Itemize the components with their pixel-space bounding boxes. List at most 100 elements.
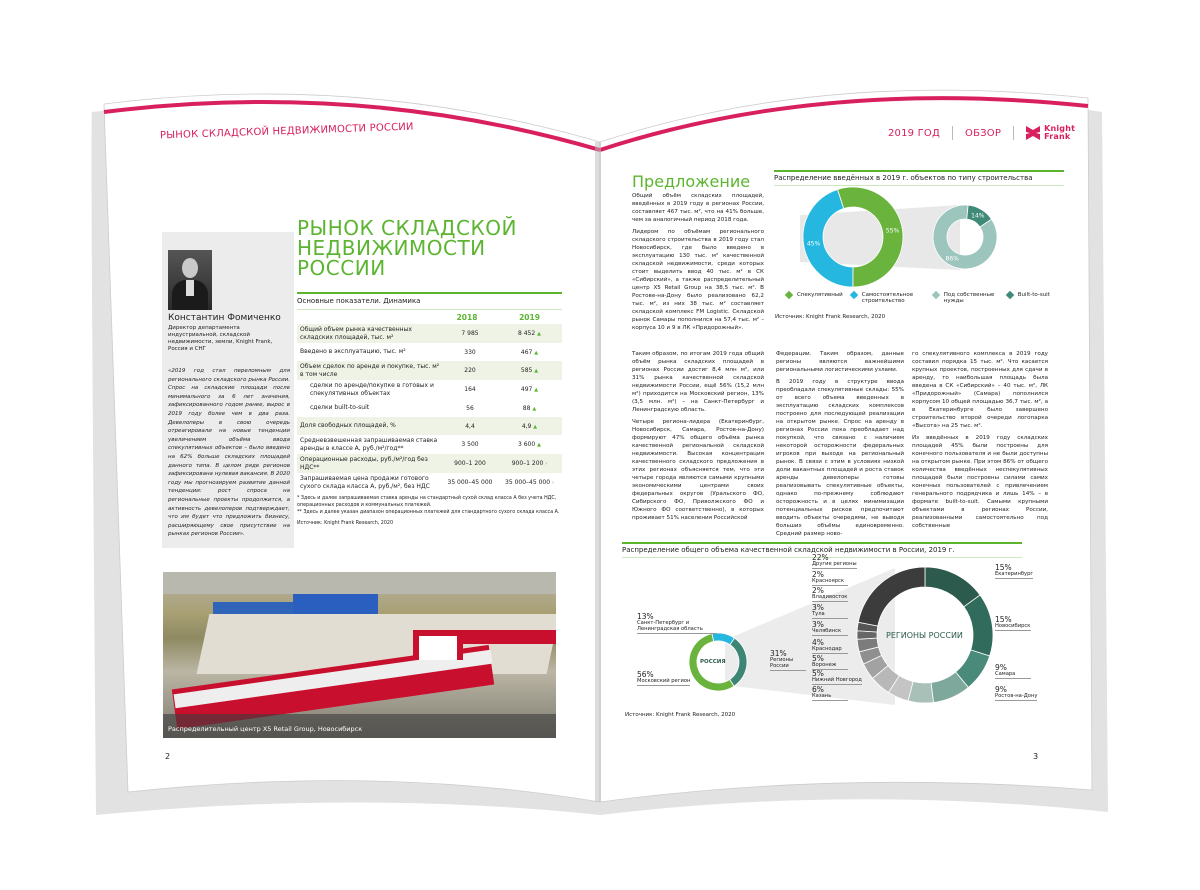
page-number: 2 [165, 752, 171, 761]
trend-icon: ▲ [534, 387, 539, 393]
legend-label: Спекулятивный [797, 292, 843, 298]
own-needs-percent-label: 86% [946, 255, 960, 262]
value-2018: 56 [466, 404, 474, 412]
chart1-legend: Спекулятивный Самостоятельное строительс… [784, 290, 1086, 304]
russia-segment-label: 56% Московский регион [637, 671, 691, 686]
value-2019: 900–1 200 [511, 460, 544, 467]
table-row: Введено в эксплуатацию, тыс. м² 330 467 … [297, 343, 562, 361]
table-row: Операционные расходы, руб./м²/год без НД… [297, 454, 562, 473]
value-2019-cell: 4,9 ▲ [500, 423, 559, 430]
value-2019: 467 [520, 348, 533, 356]
header-year: 2019 ГОД [888, 127, 941, 139]
region-name: Нижний Новгород [812, 677, 862, 683]
value-2019: 88 [522, 404, 531, 412]
region-percent: 5% [812, 669, 824, 678]
legend-item: Под собственные нужды [931, 290, 999, 304]
value-2019: 8 452 [518, 330, 536, 337]
construction-type-percent-label: 55% [886, 228, 900, 235]
row-label: сделки built-to-suit [310, 404, 370, 412]
value-2019-cell: 467 ▲ [500, 349, 559, 356]
table-row: сделки по аренде/покупке в готовых и спе… [297, 380, 562, 399]
row-label: Запрашиваемая цена продажи готового сухо… [300, 475, 430, 490]
trend-icon: ▲ [533, 423, 538, 430]
legend-item: Built-to-suit [1005, 290, 1050, 300]
trend-icon: ▲ [532, 405, 537, 412]
legend-item: Самостоятельное строительство [849, 290, 925, 304]
region-label: 5% Воронеж [812, 654, 848, 670]
knight-frank-logo-icon [1026, 126, 1041, 140]
region-percent: 15% [995, 615, 1012, 624]
paragraph: Федерации. Таким образом, данные регионы… [776, 351, 904, 373]
region-name: Тула [812, 611, 825, 617]
value-2018: 220 [464, 367, 476, 374]
value-2018: 35 000–45 000 [447, 479, 493, 486]
legend-swatch-icon [784, 290, 794, 300]
construction-type-percent-label: 45% [807, 240, 821, 247]
value-2018: 900–1 200 [454, 460, 486, 467]
year-header: 2019 [519, 312, 540, 322]
right-red-band [599, 96, 1089, 152]
legend-swatch-icon [931, 290, 941, 300]
row-label: Операционные расходы, руб./м²/год без НД… [300, 456, 428, 471]
footnote: * Здесь и далее запрашиваемая ставка аре… [297, 496, 557, 508]
region-percent: 5% [812, 654, 824, 663]
region-name: Новосибирск [995, 623, 1031, 629]
region-percent: 2% [812, 570, 824, 579]
table-row: Доля свободных площадей, % 4,4 4,9 ▲ [297, 417, 562, 435]
region-percent: 2% [812, 586, 824, 595]
value-2019: 3 600 [518, 441, 536, 448]
value-2019: 585 [520, 367, 533, 374]
header-section: ОБЗОР [965, 127, 1002, 139]
chart2-source: Источник: Knight Frank Research, 2020 [625, 712, 736, 718]
value-2019-cell: 3 600 ▲ [500, 441, 559, 448]
knight-frank-logo: Knight Frank [1044, 124, 1076, 141]
own-needs-segment [932, 204, 998, 270]
table-row: Средневзвешенная запрашиваемая ставка ар… [297, 435, 562, 454]
legend-swatch-icon [849, 290, 859, 300]
center-label-regions: РЕГИОНЫ РОССИИ [886, 631, 963, 640]
value-2018: 7 985 [461, 330, 479, 337]
page-number: 3 [1033, 752, 1039, 761]
construction-type-segment [802, 188, 854, 288]
table-row: Общий объем рынка качественных складских… [297, 324, 562, 343]
region-name: Другие регионы [812, 561, 857, 567]
region-label: 3% Тула [812, 603, 848, 619]
region-name: Краснодар [812, 646, 842, 652]
trend-icon: › [545, 461, 548, 467]
region-label: 9% Самара [995, 663, 1031, 679]
segment-name: Московский регион [637, 678, 691, 684]
region-label: 2% Красноярск [812, 570, 848, 586]
regions-segment [857, 566, 926, 627]
segment-name: Санкт-Петербург и Ленинградская область [637, 620, 703, 632]
row-label: сделки по аренде/покупке в готовых и спе… [310, 382, 434, 397]
chart1-title: Распределение введённых в 2019 г. объект… [774, 170, 1064, 186]
footnote: ** Здесь и далее указан диапазон операци… [297, 510, 560, 515]
region-percent: 3% [812, 603, 824, 612]
value-2018: 164 [464, 386, 476, 393]
region-label: 6% Казань [812, 686, 848, 701]
value-2019: 4,9 [521, 422, 532, 430]
segment-percent: 31% [770, 649, 787, 658]
row-label: Объем сделок по аренде и покупке, тыс. м… [300, 363, 440, 378]
region-percent: 9% [995, 663, 1007, 672]
funnel-chart1 [800, 205, 960, 270]
value-2018: 330 [464, 348, 476, 356]
legend-label: Built-to-suit [1017, 292, 1050, 298]
region-name: Ростов-на-Дону [995, 693, 1038, 699]
paragraph: го спекулятивного комплекса в 2019 году … [912, 351, 1048, 429]
value-2019-cell: 497 ▲ [500, 386, 559, 393]
row-label: Средневзвешенная запрашиваемая ставка ар… [300, 437, 438, 452]
value-2019-cell: 900–1 200 › [500, 460, 559, 467]
paragraph: В 2019 году в структуре ввода преобладал… [776, 379, 904, 537]
region-label: 3% Челябинск [812, 621, 848, 636]
region-label: 9% Ростов-на-Дону [995, 686, 1038, 701]
center-label-russia: РОССИЯ [700, 659, 726, 665]
legend-label: Самостоятельное строительство [861, 292, 914, 304]
paragraph: Таким образом, по итогам 2019 года общий… [632, 351, 764, 413]
own-needs-segment [966, 204, 993, 228]
regions-segment [963, 594, 994, 657]
page-title: РЫНОК СКЛАДСКОЙ НЕДВИЖИМОСТИ РОССИИ [297, 218, 517, 278]
left-red-band [103, 99, 601, 152]
region-label: 15% Екатеринбург [995, 564, 1034, 579]
text-column-1: Общий объём складских площадей, введённы… [632, 192, 764, 336]
